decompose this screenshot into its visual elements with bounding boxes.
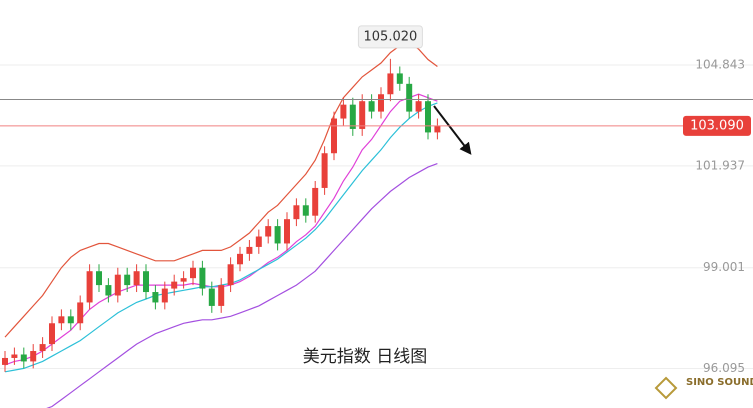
candle-body: [425, 101, 431, 133]
candle-body: [124, 274, 131, 286]
candle-body: [331, 118, 337, 154]
logo: [654, 376, 678, 400]
candle-body: [378, 94, 384, 112]
candle-body: [340, 104, 347, 119]
candle-body: [199, 267, 206, 289]
candle-body: [302, 205, 309, 216]
y-tick-label: 96.095: [703, 361, 745, 375]
candle-body: [171, 281, 178, 289]
y-tick-label: 101.937: [695, 158, 745, 172]
candle-body: [415, 101, 422, 112]
candle-body: [237, 253, 243, 265]
max-label-box: [357, 25, 423, 49]
candle-body: [265, 226, 272, 237]
y-tick-label: 104.843: [695, 57, 745, 71]
candle-body: [49, 323, 55, 345]
candle-body: [11, 354, 18, 358]
candle-body: [434, 125, 441, 133]
candle-body: [133, 271, 140, 286]
trend-arrow: [433, 105, 472, 155]
last-price-label: 103.090: [690, 118, 744, 133]
candle-body: [105, 285, 112, 296]
candle-body: [406, 83, 413, 112]
y-tick-label: 99.001: [703, 260, 745, 274]
candle-body: [396, 73, 403, 84]
candle-body: [274, 226, 281, 244]
max-label: 105.020: [364, 29, 418, 44]
candle-body: [161, 288, 168, 303]
candle-body: [180, 278, 187, 282]
candle-body: [143, 271, 149, 293]
candle-body: [39, 344, 46, 352]
candle-body: [96, 271, 102, 286]
candle-body: [284, 219, 290, 244]
chart-title: 美元指数 日线图: [303, 347, 427, 367]
candle-body: [152, 292, 159, 303]
candle-body: [114, 274, 121, 296]
candle-body: [321, 153, 328, 188]
candle-body: [190, 267, 196, 279]
candle-body: [86, 271, 93, 303]
candle-body: [2, 357, 8, 365]
candle-body: [349, 104, 356, 129]
candle-body: [77, 302, 84, 324]
indicator-line: [4, 93, 438, 366]
candle-body: [30, 351, 37, 362]
overlay: 103.090 105.020: [0, 25, 753, 136]
candle-body: [359, 101, 366, 129]
candle-body: [58, 316, 65, 324]
candle-body: [387, 73, 394, 95]
candle-body: [368, 101, 375, 112]
candle-body: [293, 205, 300, 220]
grid: 104.843 101.937 99.001 96.095: [0, 57, 753, 375]
candle-body: [312, 187, 319, 216]
candle-body: [246, 246, 253, 254]
candle-body: [218, 285, 225, 306]
indicator-line: [4, 41, 438, 338]
candles: [2, 58, 441, 372]
last-price-box: [683, 115, 751, 136]
watermark: SINO SOUND: [654, 376, 753, 400]
watermark-text: SINO SOUND: [686, 377, 753, 388]
candle-body: [227, 264, 234, 286]
candle-body: [67, 316, 74, 324]
candle-body: [20, 354, 27, 362]
candle-body: [255, 236, 262, 247]
indicator-line: [46, 163, 438, 408]
candle-body: [208, 288, 215, 306]
